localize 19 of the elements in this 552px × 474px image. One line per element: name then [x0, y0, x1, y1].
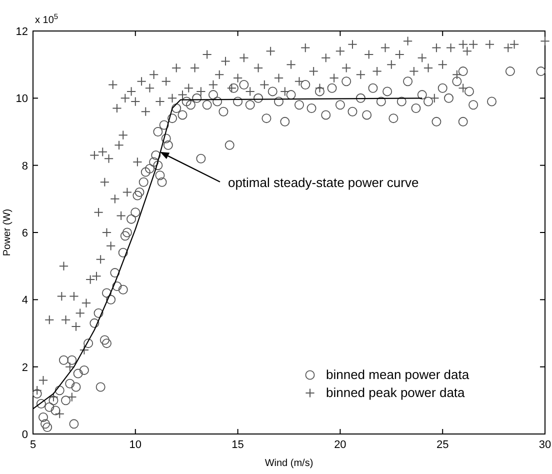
- legend-label: binned peak power data: [326, 385, 466, 400]
- y-tick-label: 4: [22, 294, 28, 307]
- x-tick-label: 20: [334, 439, 346, 451]
- y-tick-label: 2: [22, 362, 28, 374]
- x-axis-title: Wind (m/s): [264, 458, 314, 469]
- x-tick-label: 25: [436, 439, 449, 451]
- y-tick-label: 6: [22, 228, 28, 240]
- y-axis-title: Power (W): [2, 208, 13, 256]
- text: x 10$^{5}$: [35, 12, 58, 26]
- annotation: optimal steady-state power curve: [228, 174, 419, 190]
- x-tick-label: 30: [538, 439, 552, 451]
- legend-label: binned mean power data: [326, 367, 470, 382]
- y-tick-label: 12: [16, 26, 28, 38]
- y-tick-label: 10: [16, 93, 28, 106]
- y-tick-label: 8: [22, 160, 28, 172]
- y-tick-label: 0: [22, 429, 28, 441]
- x-tick-label: 5: [30, 439, 36, 451]
- x-tick-label: 10: [129, 439, 142, 451]
- x-tick-label: 15: [232, 439, 244, 451]
